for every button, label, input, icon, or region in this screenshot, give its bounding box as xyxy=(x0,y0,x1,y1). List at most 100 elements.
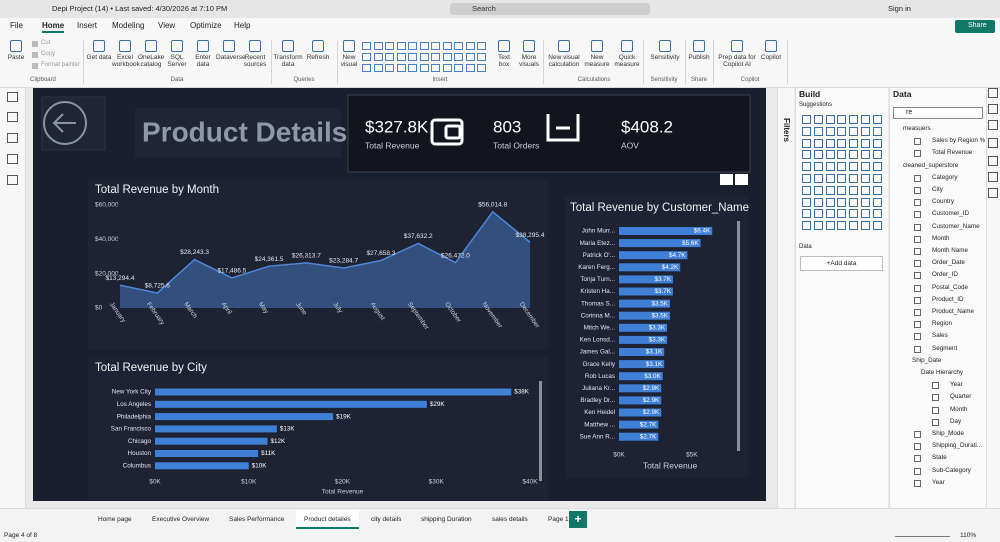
page-tab[interactable]: Product detailes xyxy=(296,510,359,529)
ribbon-button[interactable]: Dataverse xyxy=(216,54,246,61)
visual-gallery-icon[interactable] xyxy=(442,53,452,61)
pane-icon[interactable] xyxy=(988,156,998,166)
visual-gallery-icon[interactable] xyxy=(396,42,406,50)
field-checkbox[interactable] xyxy=(914,260,921,268)
visual-type-icon[interactable] xyxy=(861,185,870,195)
visual-filter-icon[interactable] xyxy=(720,174,733,185)
visual-type-icon[interactable] xyxy=(872,185,882,195)
visual-gallery-icon[interactable] xyxy=(465,64,475,72)
data-field[interactable]: Order_ID xyxy=(932,271,958,279)
ribbon-button[interactable]: Quick measure xyxy=(614,54,640,68)
visual-type-icon[interactable] xyxy=(849,174,859,183)
visual-gallery-icon[interactable] xyxy=(454,42,463,50)
visual-type-icon[interactable] xyxy=(825,185,835,195)
field-checkbox[interactable] xyxy=(932,382,939,390)
visual-type-icon[interactable] xyxy=(849,197,859,207)
field-checkbox[interactable] xyxy=(914,272,921,280)
pane-icon[interactable] xyxy=(988,88,998,98)
visual-gallery-icon[interactable] xyxy=(431,64,440,72)
visual-type-icon[interactable] xyxy=(837,197,847,207)
ribbon-button[interactable]: Prep data for Copilot AI xyxy=(718,54,756,68)
visual-type-icon[interactable] xyxy=(802,162,811,172)
visual-type-icon[interactable] xyxy=(837,150,847,160)
visual-gallery-icon[interactable] xyxy=(385,64,394,72)
field-checkbox[interactable] xyxy=(914,479,921,487)
visual-type-icon[interactable] xyxy=(802,174,811,183)
visual-type-icon[interactable] xyxy=(872,197,882,207)
ribbon-button[interactable]: Excel workbook xyxy=(112,54,140,68)
visual-gallery-icon[interactable] xyxy=(419,42,429,50)
visual-type-icon[interactable] xyxy=(813,115,823,124)
visual-type-icon[interactable] xyxy=(813,221,823,231)
visual-gallery-icon[interactable] xyxy=(419,53,429,61)
view-icon[interactable] xyxy=(7,175,18,185)
field-checkbox[interactable] xyxy=(914,187,921,194)
add-data-button[interactable]: +Add data xyxy=(800,256,883,271)
field-checkbox[interactable] xyxy=(914,235,921,243)
view-icon[interactable] xyxy=(7,154,18,164)
visual-gallery-icon[interactable] xyxy=(442,64,452,72)
visual-type-icon[interactable] xyxy=(837,185,847,195)
visual-type-icon[interactable] xyxy=(802,115,811,124)
visual-type-icon[interactable] xyxy=(872,209,882,219)
visual-gallery-icon[interactable] xyxy=(419,64,429,72)
data-field[interactable]: Month xyxy=(932,234,950,242)
data-field[interactable]: Product_ID xyxy=(932,295,964,303)
data-table[interactable]: cleaned_superstore xyxy=(903,161,959,169)
field-checkbox[interactable] xyxy=(914,431,921,438)
menu-item[interactable]: Modeling xyxy=(112,21,145,30)
field-checkbox[interactable] xyxy=(914,333,921,341)
new-page-button[interactable]: + xyxy=(569,511,587,528)
data-field[interactable]: Region xyxy=(932,320,952,328)
ribbon-button[interactable]: Text box xyxy=(498,54,510,68)
field-checkbox[interactable] xyxy=(914,223,921,231)
ribbon-button[interactable]: More visuals xyxy=(519,54,539,68)
visual-type-icon[interactable] xyxy=(837,209,847,219)
data-field[interactable]: Order_Date xyxy=(932,259,965,267)
visual-gallery-icon[interactable] xyxy=(442,42,452,50)
visual-more-icon[interactable] xyxy=(735,174,748,185)
visual-gallery-icon[interactable] xyxy=(362,42,371,50)
page-tab[interactable]: Page 1 xyxy=(548,516,569,523)
visual-gallery-icon[interactable] xyxy=(373,42,383,50)
visual-type-icon[interactable] xyxy=(861,138,870,148)
ribbon-button[interactable]: Cut xyxy=(41,40,51,46)
field-checkbox[interactable] xyxy=(914,455,921,463)
menu-item[interactable]: File xyxy=(10,21,23,30)
visual-type-icon[interactable] xyxy=(813,126,823,136)
field-checkbox[interactable] xyxy=(914,309,921,316)
visual-gallery-icon[interactable] xyxy=(373,64,383,72)
ribbon-button[interactable]: OneLake catalog xyxy=(138,54,165,68)
ribbon-button[interactable]: Publish xyxy=(688,54,710,61)
ribbon-button[interactable]: Paste xyxy=(7,54,25,61)
data-field[interactable]: Segment xyxy=(932,344,958,352)
data-table[interactable]: Date Hierarchy xyxy=(921,369,963,376)
data-field[interactable]: State xyxy=(932,454,947,462)
visual-type-icon[interactable] xyxy=(861,174,870,183)
visual-type-icon[interactable] xyxy=(802,221,811,231)
data-field[interactable]: Day xyxy=(950,417,962,425)
field-checkbox[interactable] xyxy=(932,418,939,426)
field-checkbox[interactable] xyxy=(914,138,921,146)
data-field[interactable]: Customer_Name xyxy=(932,222,980,230)
menu-item[interactable]: View xyxy=(158,21,176,30)
visual-type-icon[interactable] xyxy=(849,126,859,136)
visual-gallery-icon[interactable] xyxy=(477,53,486,61)
visual-type-icon[interactable] xyxy=(872,150,882,160)
menu-item[interactable]: Insert xyxy=(77,21,98,30)
visual-gallery-icon[interactable] xyxy=(362,53,371,61)
page-tab[interactable]: Sales Performance xyxy=(229,516,285,523)
visual-type-icon[interactable] xyxy=(825,197,835,207)
visual-gallery-icon[interactable] xyxy=(454,64,463,72)
pane-icon[interactable] xyxy=(988,188,998,198)
data-field[interactable]: Quarter xyxy=(950,393,972,401)
visual-type-icon[interactable] xyxy=(872,162,882,172)
data-field[interactable]: Total Revenue xyxy=(932,149,973,157)
visual-type-icon[interactable] xyxy=(813,138,823,148)
data-field[interactable]: Month Name xyxy=(932,247,969,254)
data-field[interactable]: Ship_Mode xyxy=(932,430,964,437)
visual-type-icon[interactable] xyxy=(861,197,870,207)
visual-type-icon[interactable] xyxy=(861,162,870,172)
visual-gallery-icon[interactable] xyxy=(385,42,394,50)
visual-type-icon[interactable] xyxy=(802,150,811,160)
